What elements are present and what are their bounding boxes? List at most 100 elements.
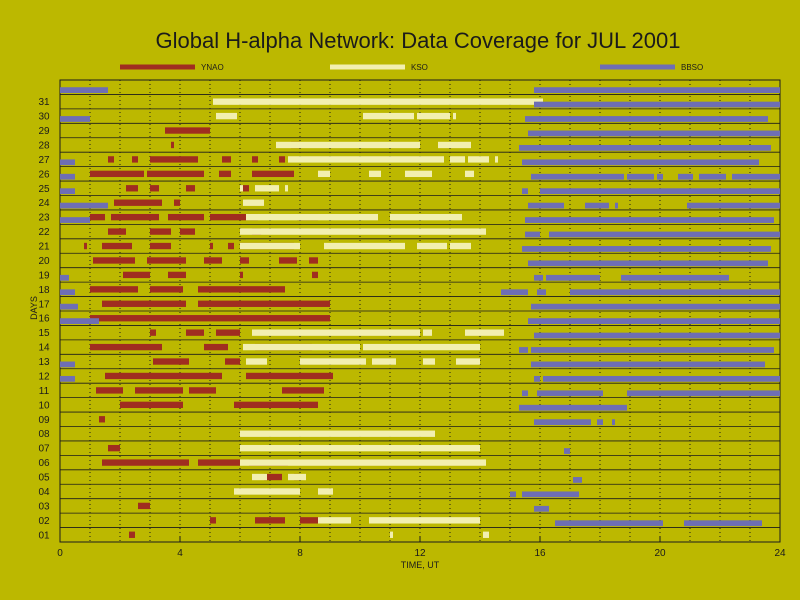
coverage-bar-bbso [528, 130, 780, 137]
coverage-bar-ynao [186, 185, 195, 192]
x-tick-label: 0 [57, 548, 63, 559]
coverage-bar-kso [363, 112, 414, 120]
y-tick-label: 04 [38, 487, 50, 498]
coverage-bar-bbso [60, 375, 75, 382]
coverage-bar-ynao [240, 185, 249, 192]
coverage-bar-bbso [60, 188, 75, 195]
coverage-bar-kso [465, 170, 474, 178]
coverage-bar-kso [405, 170, 432, 178]
x-tick-label: 12 [414, 548, 426, 559]
coverage-bar-bbso [534, 419, 591, 426]
coverage-bar-bbso [534, 332, 780, 339]
y-tick-label: 12 [38, 371, 50, 382]
y-tick-label: 06 [38, 458, 50, 469]
coverage-bar-bbso [531, 347, 774, 353]
coverage-bar-ynao [186, 329, 204, 336]
coverage-bar-kso [465, 329, 504, 336]
coverage-bar-ynao [108, 156, 114, 163]
coverage-bar-ynao [90, 213, 105, 221]
coverage-bar-bbso [528, 260, 768, 267]
coverage-bar-ynao [189, 387, 216, 394]
y-tick-label: 14 [38, 343, 50, 354]
coverage-bar-kso [240, 242, 300, 250]
coverage-bar-ynao [300, 517, 321, 524]
coverage-bar-bbso [531, 361, 765, 368]
coverage-bar-bbso [522, 159, 759, 166]
coverage-bar-ynao [93, 257, 135, 264]
y-tick-label: 27 [38, 155, 50, 166]
coverage-bar-ynao [168, 271, 186, 279]
y-tick-label: 08 [38, 429, 50, 440]
y-tick-label: 17 [38, 299, 50, 310]
y-tick-label: 28 [38, 140, 50, 151]
coverage-bar-bbso [534, 375, 540, 382]
coverage-bar-ynao [153, 358, 189, 365]
legend-label-ynao: YNAO [201, 63, 224, 72]
coverage-bar-bbso [615, 202, 618, 209]
coverage-bar-bbso [534, 505, 549, 512]
coverage-bar-bbso [522, 188, 528, 195]
coverage-bar-ynao [126, 185, 138, 192]
coverage-bar-ynao [264, 473, 282, 481]
coverage-bar-ynao [114, 199, 162, 206]
coverage-bar-bbso [531, 173, 624, 180]
coverage-bar-bbso [543, 375, 780, 382]
coverage-bar-bbso [732, 173, 780, 180]
coverage-bar-bbso [555, 520, 663, 527]
coverage-bar-kso [372, 358, 396, 365]
x-tick-label: 8 [297, 548, 303, 559]
y-tick-label: 01 [38, 530, 50, 541]
coverage-bar-ynao [165, 127, 210, 134]
coverage-bar-bbso [627, 390, 780, 397]
coverage-bar-bbso [570, 289, 780, 296]
coverage-bar-bbso [528, 318, 780, 324]
coverage-bar-kso [240, 444, 480, 452]
coverage-bar-bbso [525, 231, 540, 238]
coverage-bar-ynao [234, 401, 318, 409]
coverage-bar-ynao [129, 531, 135, 538]
coverage-bar-ynao [204, 343, 228, 351]
coverage-bar-ynao [198, 459, 240, 466]
coverage-bar-ynao [147, 170, 204, 178]
coverage-bar-bbso [537, 289, 546, 296]
y-tick-label: 22 [38, 227, 50, 238]
coverage-bar-bbso [528, 202, 564, 209]
x-tick-label: 16 [534, 548, 546, 559]
coverage-bar-ynao [150, 329, 156, 336]
coverage-bar-ynao [111, 213, 159, 221]
coverage-bar-bbso [522, 491, 579, 498]
y-tick-label: 16 [38, 314, 50, 325]
coverage-bar-bbso [534, 274, 543, 281]
legend-label-kso: KSO [411, 63, 428, 72]
y-tick-label: 10 [38, 400, 50, 411]
y-tick-label: 13 [38, 357, 50, 368]
coverage-bar-ynao [90, 315, 330, 322]
coverage-bar-bbso [687, 202, 780, 209]
coverage-bar-bbso [60, 159, 75, 166]
coverage-bar-kso [288, 473, 306, 481]
coverage-bar-ynao [246, 372, 333, 380]
coverage-bar-kso [369, 517, 480, 524]
y-tick-label: 09 [38, 415, 50, 426]
coverage-bar-bbso [510, 491, 516, 498]
y-tick-label: 30 [38, 112, 50, 123]
coverage-bar-ynao [102, 300, 186, 307]
coverage-bar-ynao [99, 416, 105, 423]
x-axis-ticks: 0 4 8 12 16 20 24 [57, 536, 786, 559]
coverage-bar-kso [417, 242, 447, 250]
coverage-bar-bbso [60, 173, 75, 180]
coverage-bar-ynao [123, 271, 150, 279]
coverage-bar-ynao [198, 286, 285, 293]
coverage-bar-kso [240, 228, 486, 235]
coverage-bar-bbso [540, 188, 780, 195]
coverage-bar-kso [255, 185, 279, 192]
coverage-bar-kso [390, 213, 462, 221]
y-tick-label: 24 [38, 198, 50, 209]
coverage-bar-kso [369, 170, 381, 178]
y-tick-label: 26 [38, 169, 50, 180]
y-tick-label: 07 [38, 444, 50, 455]
coverage-bar-kso [363, 343, 480, 351]
coverage-bar-ynao [219, 170, 231, 178]
coverage-bar-ynao [102, 242, 132, 250]
